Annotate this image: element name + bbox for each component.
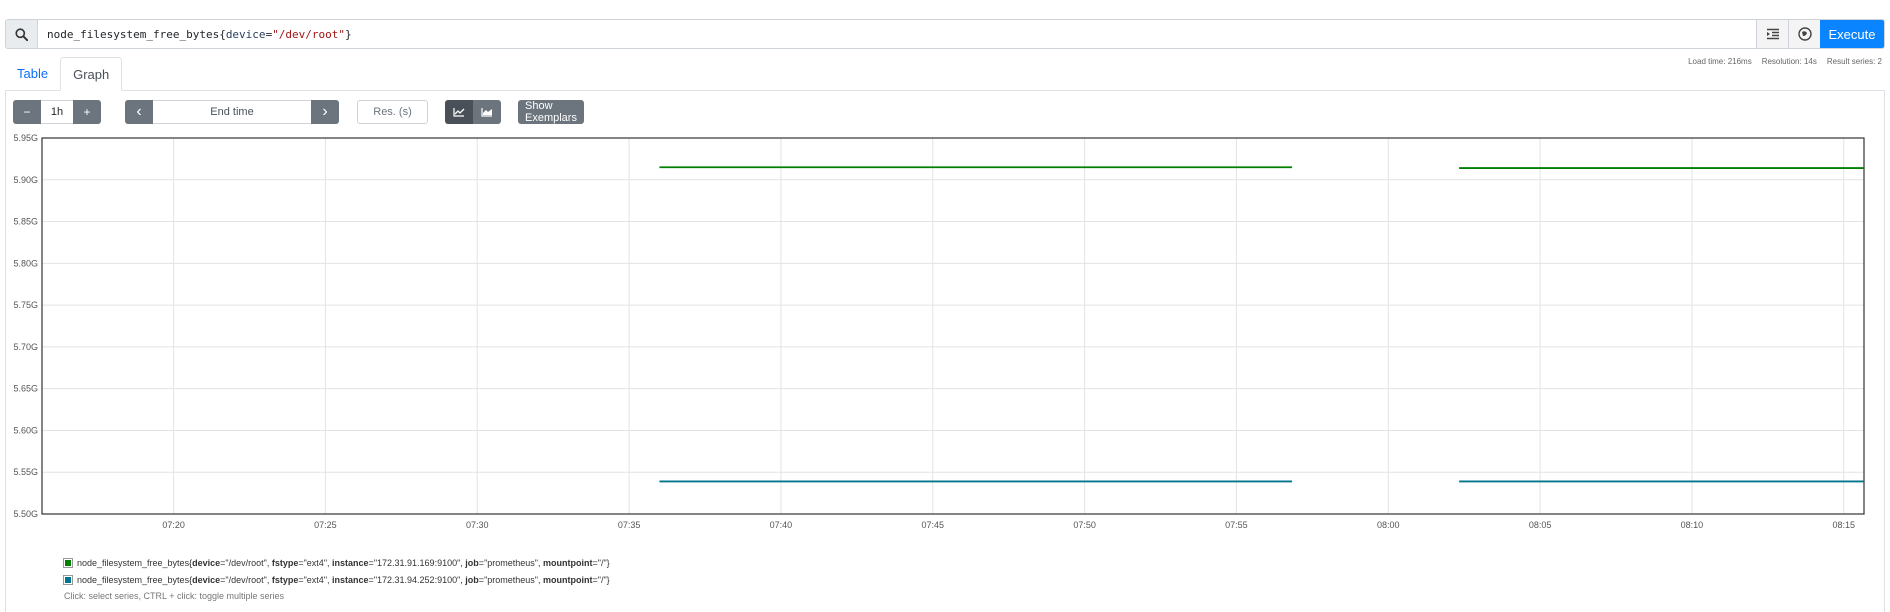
legend-label: node_filesystem_free_bytes{device="/dev/…: [77, 557, 610, 568]
x-tick-label: 07:25: [314, 520, 337, 530]
x-tick-label: 08:05: [1529, 520, 1552, 530]
x-tick-label: 08:15: [1832, 520, 1855, 530]
x-tick-label: 07:40: [770, 520, 793, 530]
x-tick-label: 07:45: [921, 520, 944, 530]
x-tick-label: 07:55: [1225, 520, 1248, 530]
show-exemplars-button[interactable]: Show Exemplars: [518, 100, 584, 124]
tab-graph[interactable]: Graph: [60, 57, 123, 91]
result-series: Result series: 2: [1826, 57, 1882, 66]
x-tick-label: 07:20: [162, 520, 185, 530]
expression-input[interactable]: node_filesystem_free_bytes{device = "/dev/…: [38, 20, 1756, 48]
y-tick-label: 5.80G: [13, 258, 38, 268]
line-chart-icon[interactable]: [445, 100, 473, 124]
legend-swatch: [63, 574, 73, 585]
graph-legend: node_filesystem_free_bytes{device="/dev/…: [63, 554, 610, 601]
expr-eq: =: [265, 27, 273, 41]
tab-content-panel: [5, 90, 1885, 612]
y-tick-label: 5.50G: [13, 509, 38, 519]
increase-range-button[interactable]: +: [73, 100, 101, 124]
x-tick-label: 07:50: [1073, 520, 1096, 530]
y-tick-label: 5.85G: [13, 217, 38, 227]
expr-close: }: [345, 27, 352, 41]
resolution: Resolution: 14s: [1761, 57, 1817, 66]
decrease-range-button[interactable]: −: [13, 100, 41, 124]
x-tick-label: 07:35: [618, 520, 641, 530]
y-tick-label: 5.55G: [13, 467, 38, 477]
resolution-input[interactable]: Res. (s): [357, 100, 428, 124]
end-time-input[interactable]: End time: [153, 100, 311, 124]
legend-hint: Click: select series, CTRL + click: togg…: [64, 591, 284, 601]
y-tick-label: 5.70G: [13, 342, 38, 352]
x-tick-label: 08:00: [1377, 520, 1400, 530]
legend-swatch: [63, 557, 73, 568]
load-time: Load time: 216ms: [1688, 57, 1752, 66]
expr-label-name: device: [225, 27, 266, 41]
expr-open: {: [219, 27, 226, 41]
tab-table[interactable]: Table: [17, 66, 49, 81]
y-tick-label: 5.60G: [13, 425, 38, 435]
expr-label-value: "/dev/root": [272, 27, 346, 41]
query-stats: Load time: 216ms Resolution: 14s Result …: [1688, 57, 1882, 66]
format-expression-icon[interactable]: [1756, 20, 1788, 48]
next-time-button[interactable]: ›: [311, 100, 339, 124]
expression-bar: node_filesystem_free_bytes{device = "/dev/…: [5, 19, 1885, 49]
y-tick-label: 5.95G: [13, 133, 38, 143]
range-input[interactable]: 1h: [41, 100, 73, 124]
metrics-explorer-icon[interactable]: [1788, 20, 1820, 48]
legend-item[interactable]: node_filesystem_free_bytes{device="/dev/…: [63, 554, 610, 571]
previous-time-button[interactable]: ‹: [125, 100, 153, 124]
legend-item[interactable]: node_filesystem_free_bytes{device="/dev/…: [63, 571, 610, 588]
y-tick-label: 5.90G: [13, 175, 38, 185]
execute-button[interactable]: Execute: [1820, 20, 1884, 48]
tab-list: Table Graph: [5, 57, 123, 91]
search-icon[interactable]: [6, 20, 38, 48]
legend-label: node_filesystem_free_bytes{device="/dev/…: [77, 574, 610, 585]
stacked-chart-icon[interactable]: [473, 100, 501, 124]
x-tick-label: 08:10: [1681, 520, 1704, 530]
x-tick-label: 07:30: [466, 520, 489, 530]
tab-divider: [5, 90, 1885, 91]
chart-svg: 5.95G 5.90G 5.85G 5.80G 5.75G 5.70G 5.65G 5.60G…: [13, 133, 1865, 530]
y-tick-label: 5.65G: [13, 384, 38, 394]
expr-metric: node_filesystem_free_bytes: [47, 27, 220, 41]
graph-chart[interactable]: 5.95G 5.90G 5.85G 5.80G 5.75G 5.70G 5.65G 5.60G…: [0, 130, 1890, 540]
plot-border: [41, 137, 1865, 515]
y-tick-label: 5.75G: [13, 300, 38, 310]
